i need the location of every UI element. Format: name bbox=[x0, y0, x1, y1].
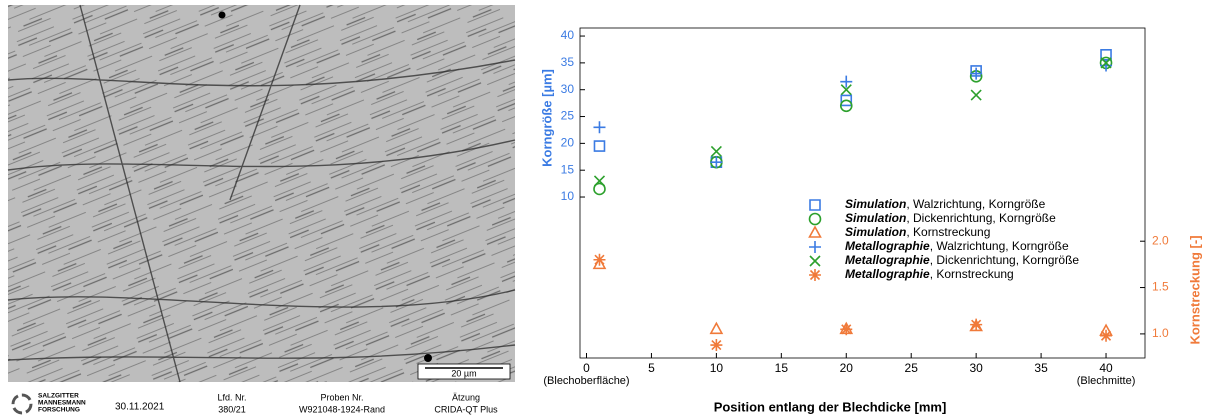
logo-text: FORSCHUNG bbox=[38, 407, 80, 414]
marker bbox=[809, 269, 821, 281]
y-tick-label: 10 bbox=[561, 189, 575, 203]
plot-frame bbox=[579, 27, 1146, 359]
data-point bbox=[970, 89, 982, 101]
data-point bbox=[840, 323, 853, 336]
x-tick-label: 0 bbox=[583, 361, 590, 375]
data-point bbox=[710, 145, 722, 157]
field-label: Lfd. Nr. bbox=[217, 392, 246, 402]
y-tick-label: 40 bbox=[561, 28, 575, 42]
x-tick-label: 15 bbox=[775, 361, 789, 375]
field-value: W921048-1924-Rand bbox=[299, 404, 385, 414]
inclusion bbox=[218, 11, 226, 19]
inclusion bbox=[424, 354, 432, 362]
y-tick-label: 35 bbox=[561, 55, 575, 69]
micrograph: 20 µm bbox=[7, 4, 516, 383]
x-tick-label: 35 bbox=[1034, 361, 1048, 375]
data-point bbox=[970, 67, 983, 80]
logo-text: SALZGITTER bbox=[38, 393, 79, 400]
field-label: Proben Nr. bbox=[320, 392, 363, 402]
x-tick-label: 40 bbox=[1099, 361, 1113, 375]
data-point bbox=[840, 84, 852, 96]
y-tick-label: 25 bbox=[561, 109, 575, 123]
grain-boundaries bbox=[7, 4, 516, 383]
x-axis-title: Position entlang der Blechdicke [mm] bbox=[714, 399, 947, 414]
y-tick-label: 30 bbox=[561, 82, 575, 96]
field-value: CRIDA-QT Plus bbox=[434, 404, 498, 414]
y2-axis-title: Kornstreckung [-] bbox=[1187, 235, 1202, 344]
scale-bar-label: 20 µm bbox=[451, 368, 476, 378]
legend-label: Simulation, Walzrichtung, Korngröße bbox=[845, 197, 1046, 211]
x-annotation: (Blechmitte) bbox=[1077, 375, 1136, 387]
y-tick-label: 20 bbox=[561, 136, 575, 150]
marker bbox=[809, 199, 821, 211]
data-point bbox=[840, 75, 853, 88]
data-point bbox=[970, 318, 983, 331]
data-point bbox=[710, 156, 723, 169]
data-point bbox=[1100, 57, 1112, 69]
marker bbox=[808, 212, 822, 226]
x-tick-label: 5 bbox=[648, 361, 655, 375]
marker bbox=[809, 241, 821, 253]
legend-label: Simulation, Kornstreckung bbox=[845, 225, 990, 239]
field-value: 380/21 bbox=[218, 404, 246, 414]
y2-tick-label: 1.5 bbox=[1152, 280, 1169, 294]
micrograph-image bbox=[8, 5, 515, 382]
data-point bbox=[593, 121, 606, 134]
micrograph-footer: SALZGITTER MANNESMANN FORSCHUNG 30.11.20… bbox=[11, 392, 498, 415]
field-label: Ätzung bbox=[452, 392, 480, 402]
marker bbox=[809, 255, 821, 267]
x-tick-label: 20 bbox=[840, 361, 854, 375]
data-point bbox=[710, 339, 723, 352]
legend-label: Simulation, Dickenrichtung, Korngröße bbox=[845, 211, 1056, 225]
data-point bbox=[593, 175, 606, 187]
x-tick-label: 10 bbox=[710, 361, 724, 375]
legend-label: Metallographie, Walzrichtung, Korngröße bbox=[845, 239, 1069, 253]
legend-label: Metallographie, Kornstreckung bbox=[845, 267, 1014, 281]
data-point bbox=[1100, 329, 1113, 342]
data-point bbox=[593, 182, 606, 196]
x-tick-label: 25 bbox=[905, 361, 919, 375]
y2-tick-label: 1.0 bbox=[1152, 326, 1169, 340]
data-point bbox=[709, 321, 724, 335]
data-point bbox=[593, 253, 606, 266]
legend-label: Metallographie, Dickenrichtung, Korngröß… bbox=[845, 253, 1079, 267]
x-annotation: (Blechoberfläche) bbox=[543, 375, 629, 387]
y-tick-label: 15 bbox=[561, 162, 575, 176]
y2-tick-label: 2.0 bbox=[1152, 233, 1169, 247]
x-tick-label: 30 bbox=[969, 361, 983, 375]
data-point bbox=[839, 99, 853, 113]
marker bbox=[808, 225, 822, 238]
y-axis-title: Korngröße [µm] bbox=[539, 69, 554, 167]
logo-text: MANNESMANN bbox=[38, 400, 86, 407]
logo-icon bbox=[11, 393, 33, 415]
date: 30.11.2021 bbox=[115, 402, 165, 413]
data-point bbox=[1100, 59, 1113, 72]
data-point bbox=[593, 140, 606, 152]
